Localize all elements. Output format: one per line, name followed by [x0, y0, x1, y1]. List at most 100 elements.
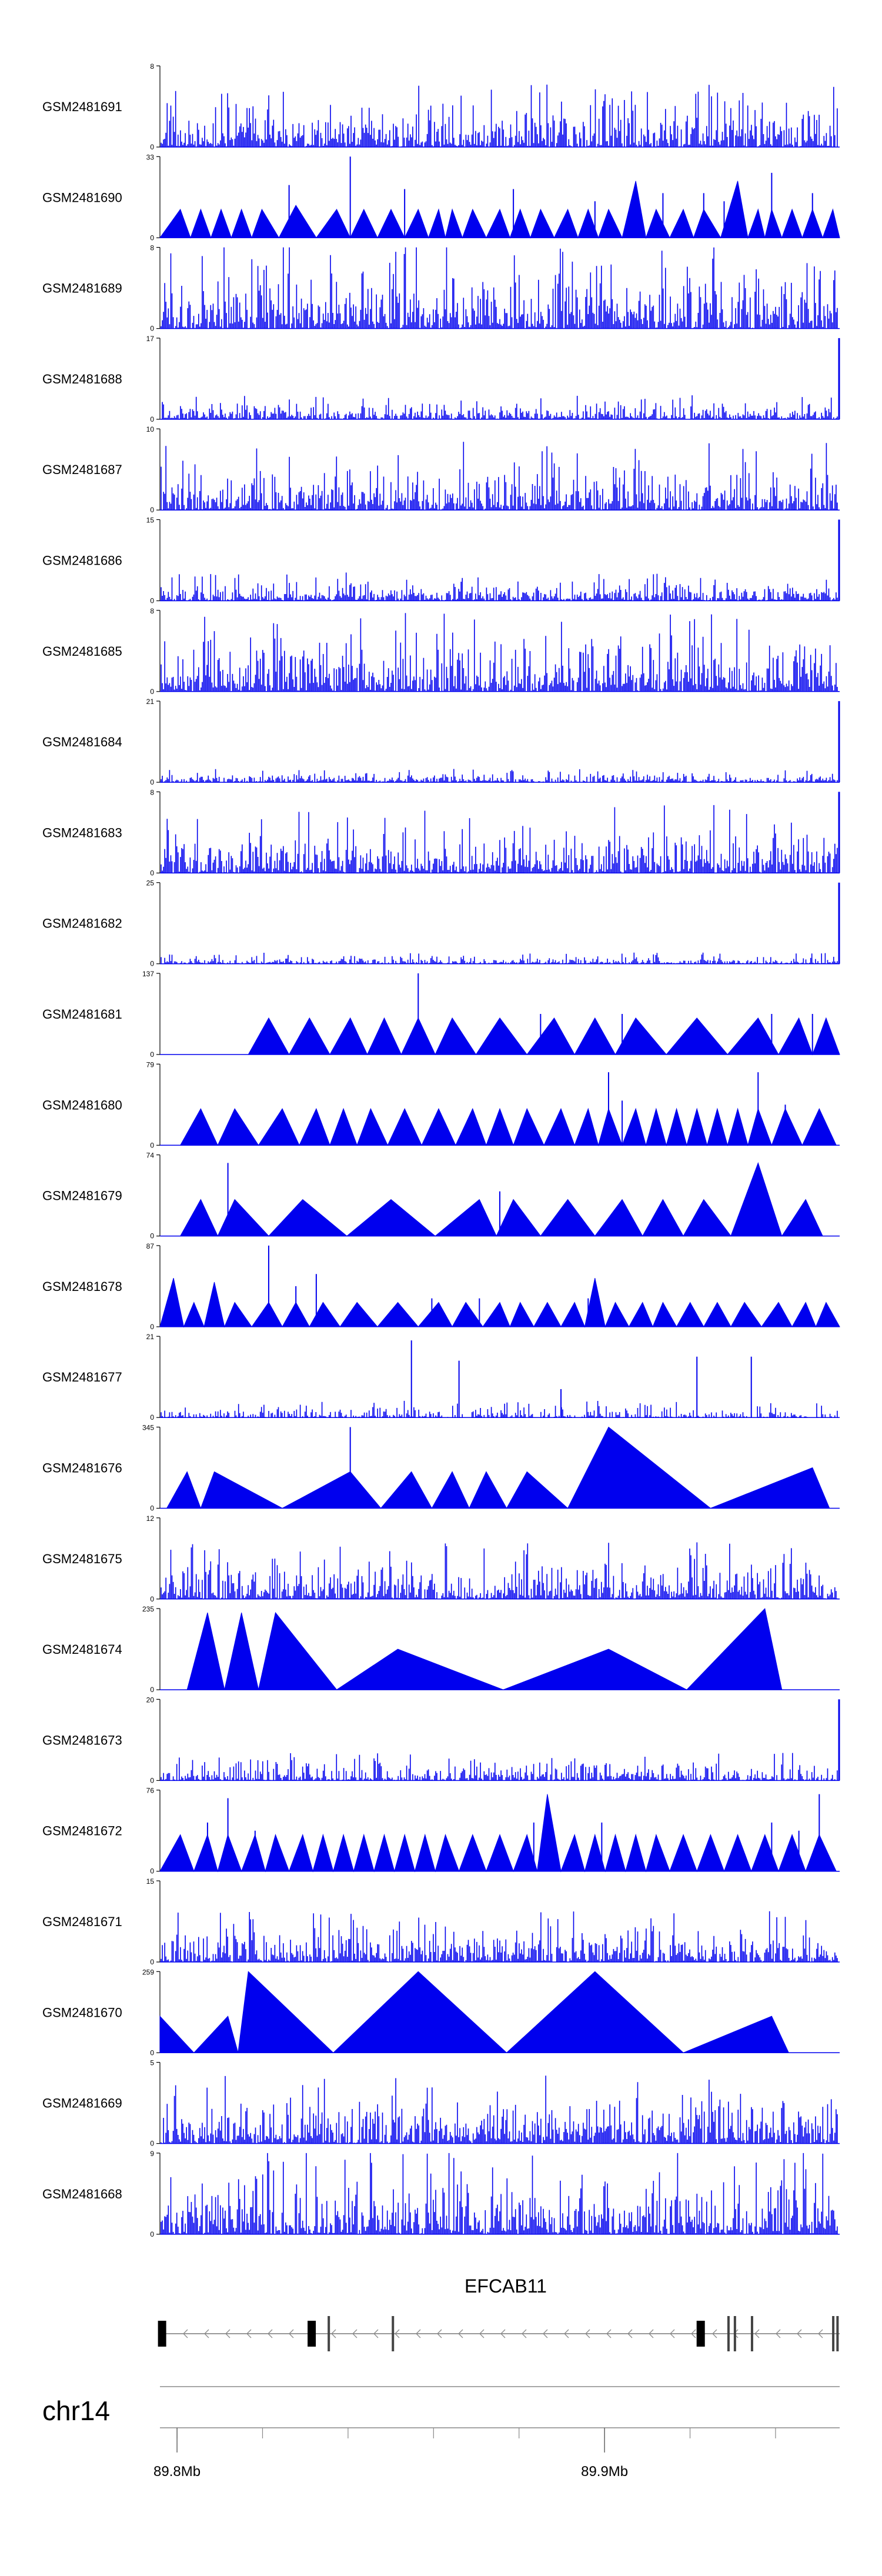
track-name: GSM2481678	[42, 1279, 122, 1294]
y-max-label: 5	[150, 2059, 154, 2067]
strand-arrow-icon	[479, 2329, 485, 2338]
y-max-label: 79	[146, 1060, 155, 1069]
track-name: GSM2481681	[42, 1007, 122, 1022]
strand-arrow-icon	[627, 2329, 633, 2338]
strand-arrow-icon	[373, 2329, 379, 2338]
track-name: GSM2481687	[42, 462, 122, 477]
y-max-label: 21	[146, 698, 155, 706]
track-GSM2481675: GSM2481675 12 0	[42, 1514, 840, 1603]
y-max-label: 137	[142, 970, 154, 978]
y-min-label: 0	[150, 143, 154, 151]
y-max-label: 8	[150, 244, 154, 252]
track-name: GSM2481680	[42, 1097, 122, 1112]
y-max-label: 20	[146, 1696, 155, 1704]
y-min-label: 0	[150, 506, 154, 514]
y-min-label: 0	[150, 688, 154, 696]
strand-arrow-icon	[691, 2329, 696, 2338]
coverage-signal	[159, 1794, 837, 1873]
track-GSM2481673: GSM2481673 20 0	[42, 1696, 840, 1784]
track-name: GSM2481683	[42, 825, 122, 840]
y-max-label: 8	[150, 62, 154, 71]
coverage-signal	[161, 1107, 837, 1147]
coverage-signal	[161, 2153, 838, 2234]
track-GSM2481687: GSM2481687 10 0	[42, 425, 840, 514]
y-max-label: 33	[146, 153, 155, 161]
strand-arrow-icon	[352, 2329, 358, 2338]
strand-arrow-icon	[754, 2329, 760, 2338]
y-max-label: 87	[146, 1242, 155, 1250]
strand-arrow-icon	[585, 2329, 590, 2338]
strand-arrow-icon	[670, 2329, 675, 2338]
y-max-label: 10	[146, 425, 155, 433]
track-GSM2481676: GSM2481676 345 0	[42, 1424, 840, 1513]
strand-arrow-icon	[776, 2329, 781, 2338]
y-min-label: 0	[150, 233, 154, 242]
gene-track: EFCAB11	[158, 2275, 840, 2351]
coverage-signal	[161, 1911, 838, 1962]
y-min-label: 0	[150, 415, 154, 423]
coverage-signal	[159, 181, 840, 239]
gene-exon	[392, 2316, 395, 2351]
strand-arrow-icon	[395, 2329, 400, 2338]
coverage-signal	[161, 1162, 823, 1237]
coverage-signal	[161, 1400, 838, 1418]
y-max-label: 8	[150, 607, 154, 615]
gene-exon	[308, 2321, 316, 2347]
strand-arrow-icon	[183, 2329, 188, 2338]
track-name: GSM2481674	[42, 1642, 122, 1657]
y-min-label: 0	[150, 1141, 154, 1149]
coverage-signal	[161, 769, 838, 783]
y-max-label: 235	[142, 1605, 154, 1613]
track-GSM2481682: GSM2481682 25 0	[42, 879, 840, 968]
track-name: GSM2481676	[42, 1461, 122, 1476]
y-min-label: 0	[150, 1958, 154, 1966]
y-max-label: 8	[150, 788, 154, 796]
coverage-signal	[159, 1971, 790, 2054]
y-max-label: 9	[150, 2150, 154, 2158]
y-min-label: 0	[150, 778, 154, 786]
track-GSM2481674: GSM2481674 235 0	[42, 1605, 840, 1694]
coverage-signal	[161, 572, 838, 601]
y-min-label: 0	[150, 1323, 154, 1331]
coverage-signal	[161, 613, 838, 692]
strand-arrow-icon	[712, 2329, 717, 2338]
track-name: GSM2481672	[42, 1824, 122, 1838]
y-min-label: 0	[150, 1595, 154, 1603]
track-name: GSM2481671	[42, 1914, 122, 1929]
y-max-label: 74	[146, 1152, 155, 1160]
track-GSM2481671: GSM2481671 15 0	[42, 1877, 840, 1966]
y-min-label: 0	[150, 1504, 154, 1513]
track-GSM2481681: GSM2481681 137 0	[42, 970, 840, 1059]
coverage-signal	[161, 395, 838, 419]
y-min-label: 0	[150, 1050, 154, 1059]
coverage-signal	[161, 247, 838, 329]
track-GSM2481691: GSM2481691 8 0	[42, 62, 840, 151]
track-name: GSM2481669	[42, 2096, 122, 2111]
track-name: GSM2481690	[42, 190, 122, 205]
strand-arrow-icon	[225, 2329, 230, 2338]
track-name: GSM2481675	[42, 1551, 122, 1566]
coverage-signal	[161, 1426, 830, 1509]
track-name: GSM2481679	[42, 1189, 122, 1203]
track-GSM2481680: GSM2481680 79 0	[42, 1060, 840, 1149]
track-name: GSM2481691	[42, 99, 122, 114]
strand-arrow-icon	[606, 2329, 612, 2338]
y-min-label: 0	[150, 1232, 154, 1240]
coverage-signal	[161, 2076, 838, 2144]
track-name: GSM2481677	[42, 1370, 122, 1384]
strand-arrow-icon	[331, 2329, 336, 2338]
y-max-label: 21	[146, 1333, 155, 1341]
track-GSM2481689: GSM2481689 8 0	[42, 244, 840, 333]
strand-arrow-icon	[522, 2329, 527, 2338]
strand-arrow-icon	[289, 2329, 294, 2338]
coverage-signal	[161, 84, 838, 147]
y-max-label: 25	[146, 879, 155, 887]
track-GSM2481677: GSM2481677 21 0	[42, 1333, 840, 1422]
y-min-label: 0	[150, 2140, 154, 2148]
gene-label: EFCAB11	[465, 2275, 547, 2297]
coverage-signal	[161, 952, 838, 964]
coverage-signal	[159, 1277, 840, 1328]
gene-exon	[727, 2316, 730, 2351]
strand-arrow-icon	[458, 2329, 463, 2338]
